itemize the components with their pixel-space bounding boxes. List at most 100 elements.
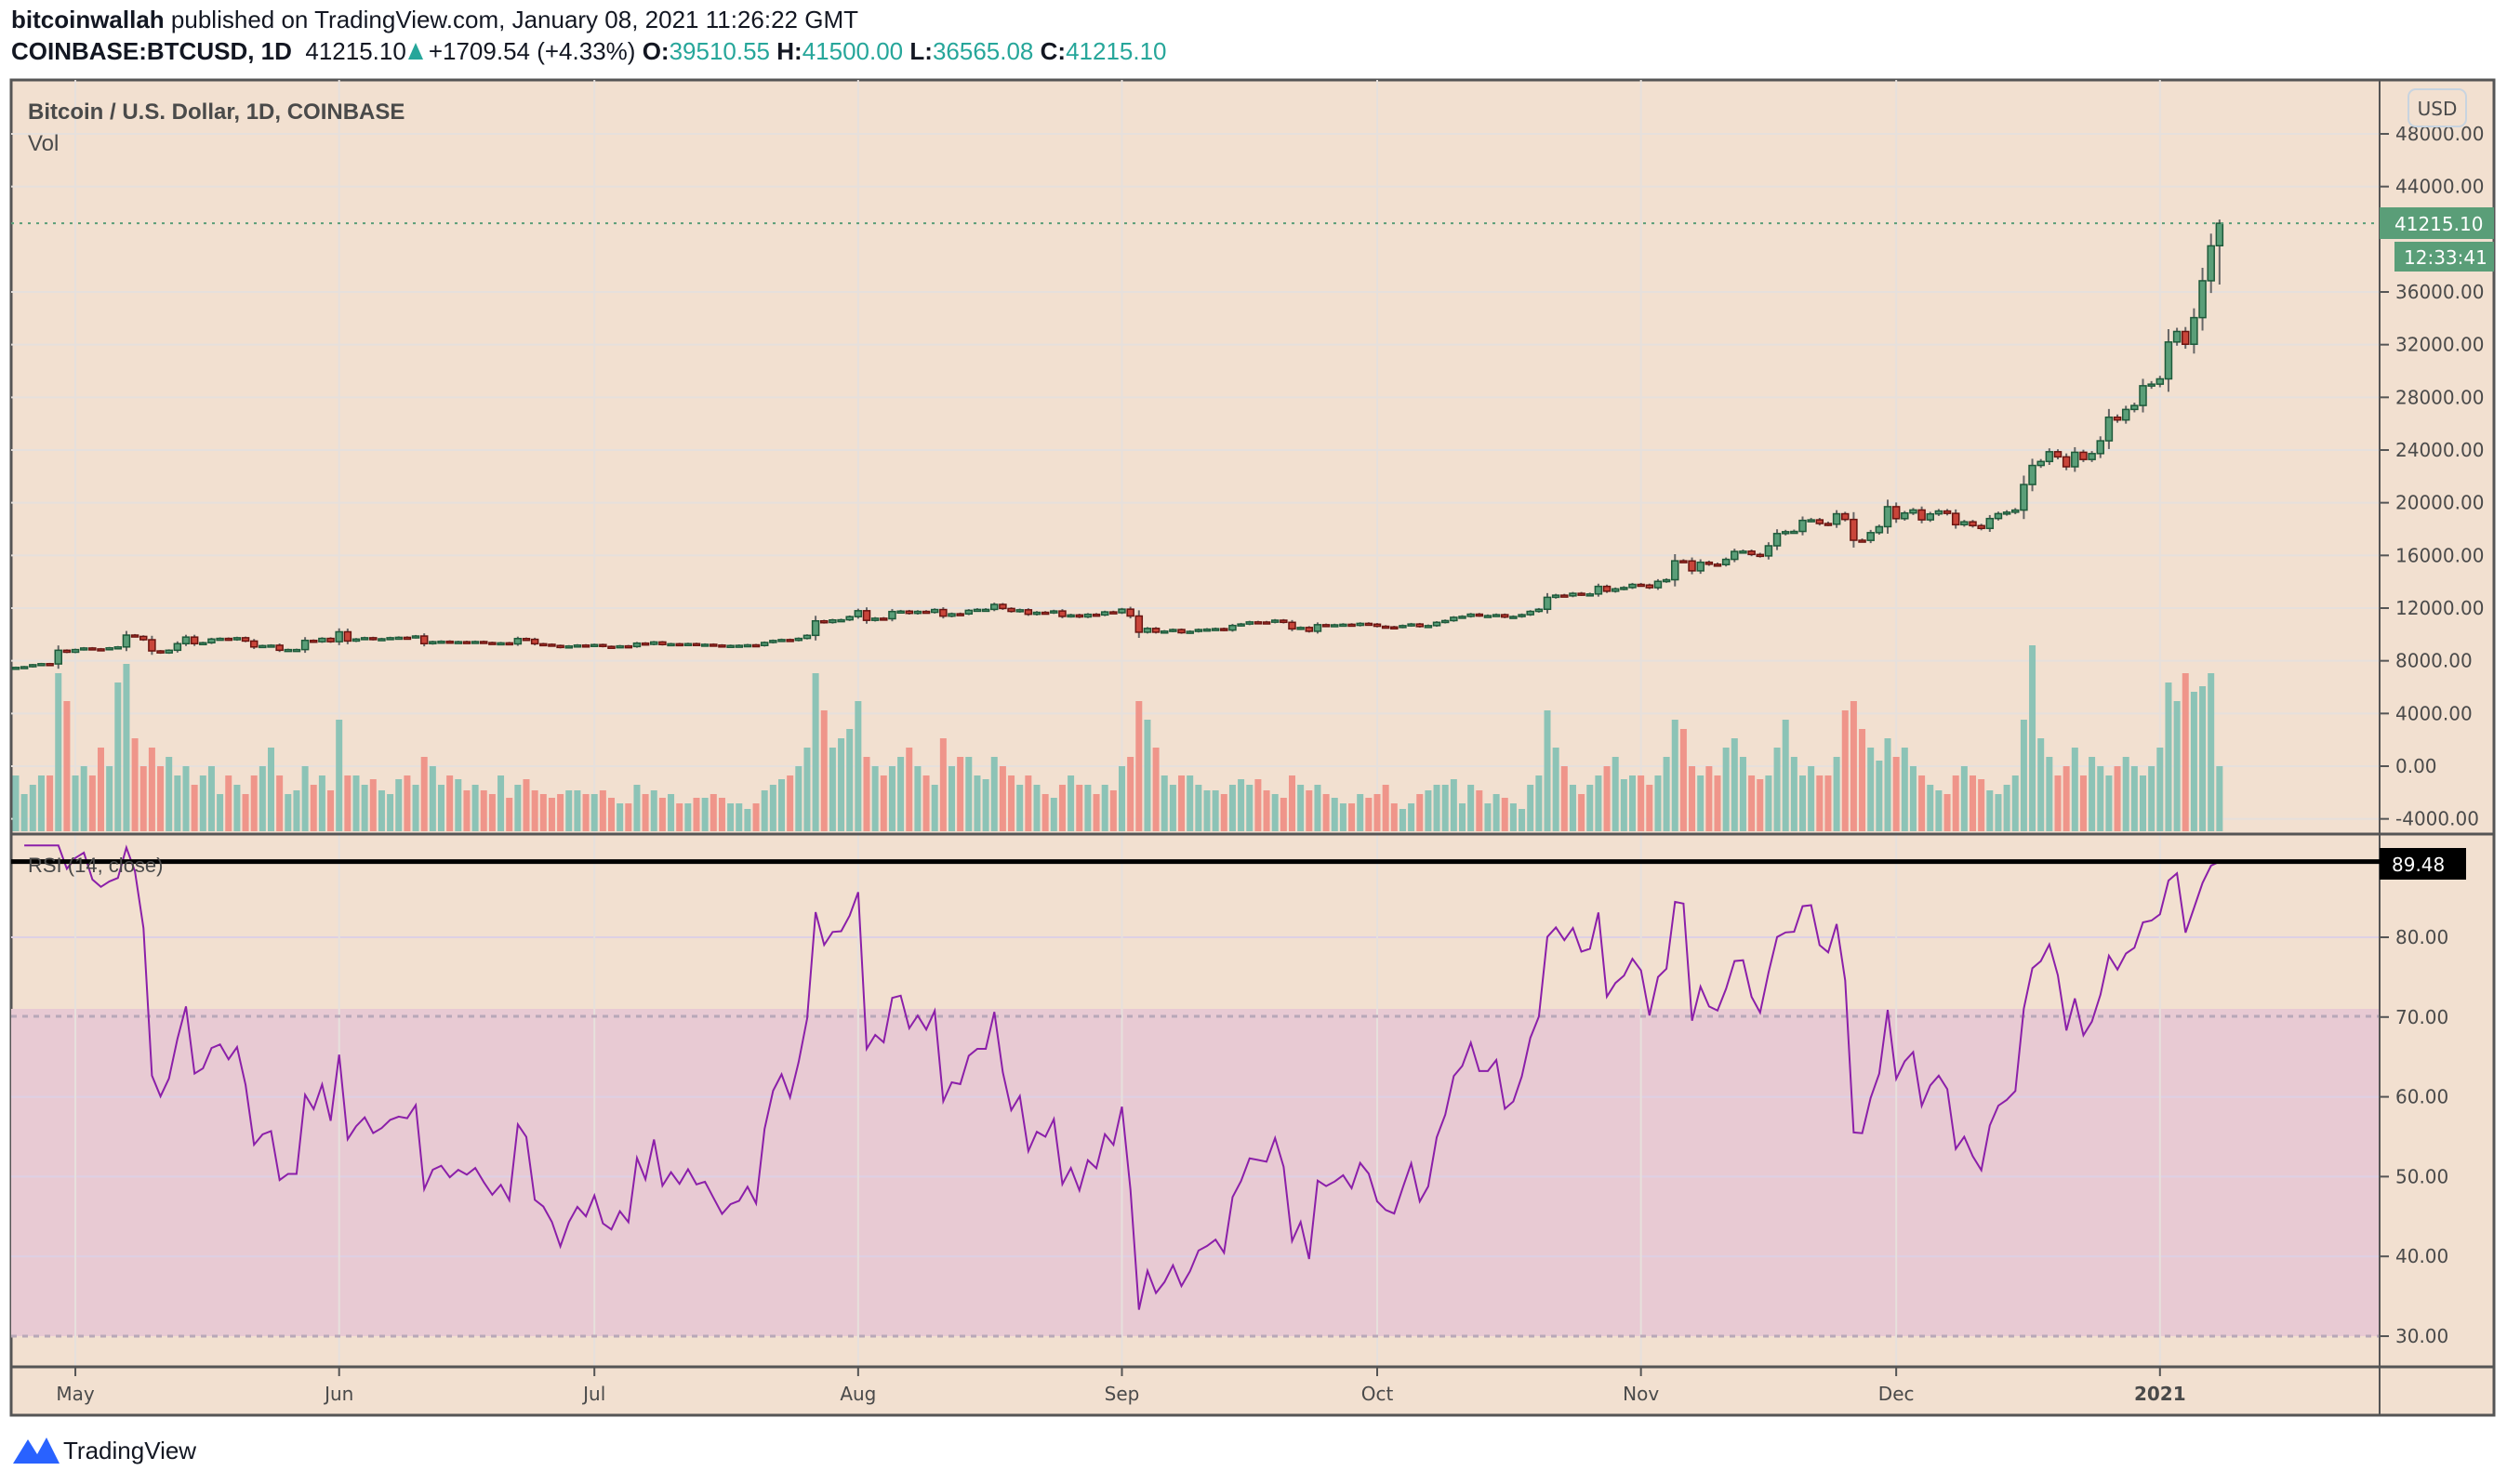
candle (632, 642, 642, 648)
candle (573, 644, 582, 648)
candle (973, 608, 982, 613)
volume-bar (1790, 757, 1797, 831)
volume-bar (1722, 748, 1730, 831)
candle (1373, 623, 1382, 628)
candle (241, 637, 250, 643)
author-name[interactable]: bitcoinwallah (11, 6, 165, 33)
pane-title: Bitcoin / U.S. Dollar, 1D, COINBASE (28, 99, 405, 125)
volume-bar (2089, 757, 2096, 831)
tradingview-logo[interactable]: TradingView (13, 1437, 196, 1464)
volume-bar (1306, 790, 1313, 831)
price-tick-label: 20000.00 (2395, 492, 2484, 514)
volume-bar (539, 794, 547, 831)
candle (1824, 523, 1833, 526)
volume-bar (1322, 794, 1330, 831)
time-tick-label: May (56, 1383, 95, 1405)
rsi-axis[interactable]: 80.00 70.00 60.00 50.00 40.00 30.00 (2380, 926, 2448, 1347)
volume-bar (2037, 738, 2045, 831)
candle (1194, 629, 1203, 632)
volume-bar (1068, 775, 1075, 831)
volume-bar (1476, 790, 1483, 831)
volume-bar (2165, 682, 2172, 831)
candle (1075, 614, 1083, 618)
close-value: 41215.10 (1066, 37, 1167, 65)
volume-bar (957, 757, 964, 831)
candle (1602, 585, 1612, 592)
candle (300, 639, 310, 651)
candle (1100, 611, 1109, 616)
volume-bar (1935, 790, 1943, 831)
candle (1092, 613, 1101, 617)
price-axis[interactable]: 48000.0044000.0036000.0032000.0028000.00… (2380, 123, 2484, 830)
candle (1331, 624, 1339, 628)
candle (1764, 545, 1773, 557)
currency-button[interactable] (2408, 88, 2467, 127)
volume-bar (199, 775, 206, 831)
candle (1866, 532, 1875, 541)
candle (37, 663, 46, 667)
candle (1390, 626, 1399, 630)
rsi-value-text: 89.48 (2392, 854, 2445, 876)
volume-bar (1560, 766, 1568, 831)
candle (1134, 615, 1144, 633)
candle (1917, 509, 1926, 521)
volume-bar (1612, 757, 1619, 831)
candle (181, 636, 191, 644)
candle (1739, 550, 1747, 554)
price-tick-label: 36000.00 (2395, 281, 2484, 303)
candle (999, 603, 1007, 610)
candle (1653, 580, 1663, 589)
candle (97, 648, 105, 652)
volume-bar (1918, 775, 1926, 831)
candle (1245, 621, 1254, 625)
volume-bar (2148, 766, 2155, 831)
candle (1305, 627, 1314, 632)
volume-bar (1109, 790, 1117, 831)
time-axis[interactable]: May Jun Jul Aug Sep Oct Nov Dec 2021 (56, 1367, 2186, 1405)
candle (165, 649, 173, 654)
volume-bar (488, 794, 496, 831)
volume-bar (1382, 785, 1389, 831)
candle (1407, 623, 1415, 627)
volume-bar (812, 673, 819, 831)
price-tick-label: 24000.00 (2395, 439, 2484, 461)
candle (896, 610, 905, 615)
candle (1109, 611, 1118, 615)
volume-bar (710, 794, 717, 831)
candle (1501, 614, 1509, 618)
volume-bar (2079, 775, 2087, 831)
volume-bar (574, 790, 581, 831)
volume-bar (217, 794, 224, 831)
volume-bar (276, 775, 284, 831)
candle (2139, 385, 2147, 406)
volume-bar (1297, 785, 1305, 831)
volume-bar (846, 729, 854, 831)
candle (1620, 587, 1628, 590)
candle (1781, 531, 1790, 535)
candle (1909, 509, 1917, 514)
candle (403, 636, 412, 641)
volume-bar (693, 798, 700, 831)
volume-bar (1535, 775, 1543, 831)
candle (658, 641, 667, 645)
candle (1977, 524, 1985, 530)
candle (735, 644, 743, 648)
candle (1483, 615, 1492, 618)
candle (1688, 560, 1696, 572)
candle (1841, 512, 1850, 521)
candle (641, 642, 650, 646)
candle (462, 641, 471, 644)
candle (29, 664, 37, 668)
rsi-value-badge (2380, 848, 2466, 880)
candle (1756, 553, 1764, 558)
volume-bar (769, 785, 776, 831)
volume-bar (1527, 785, 1534, 831)
candle (1969, 521, 1977, 527)
candle (1270, 619, 1280, 623)
volume-bar (420, 757, 428, 831)
volume-bar (1025, 775, 1032, 831)
volume-bar (1943, 794, 1951, 831)
candle (751, 643, 761, 648)
volume-bar (1492, 794, 1500, 831)
